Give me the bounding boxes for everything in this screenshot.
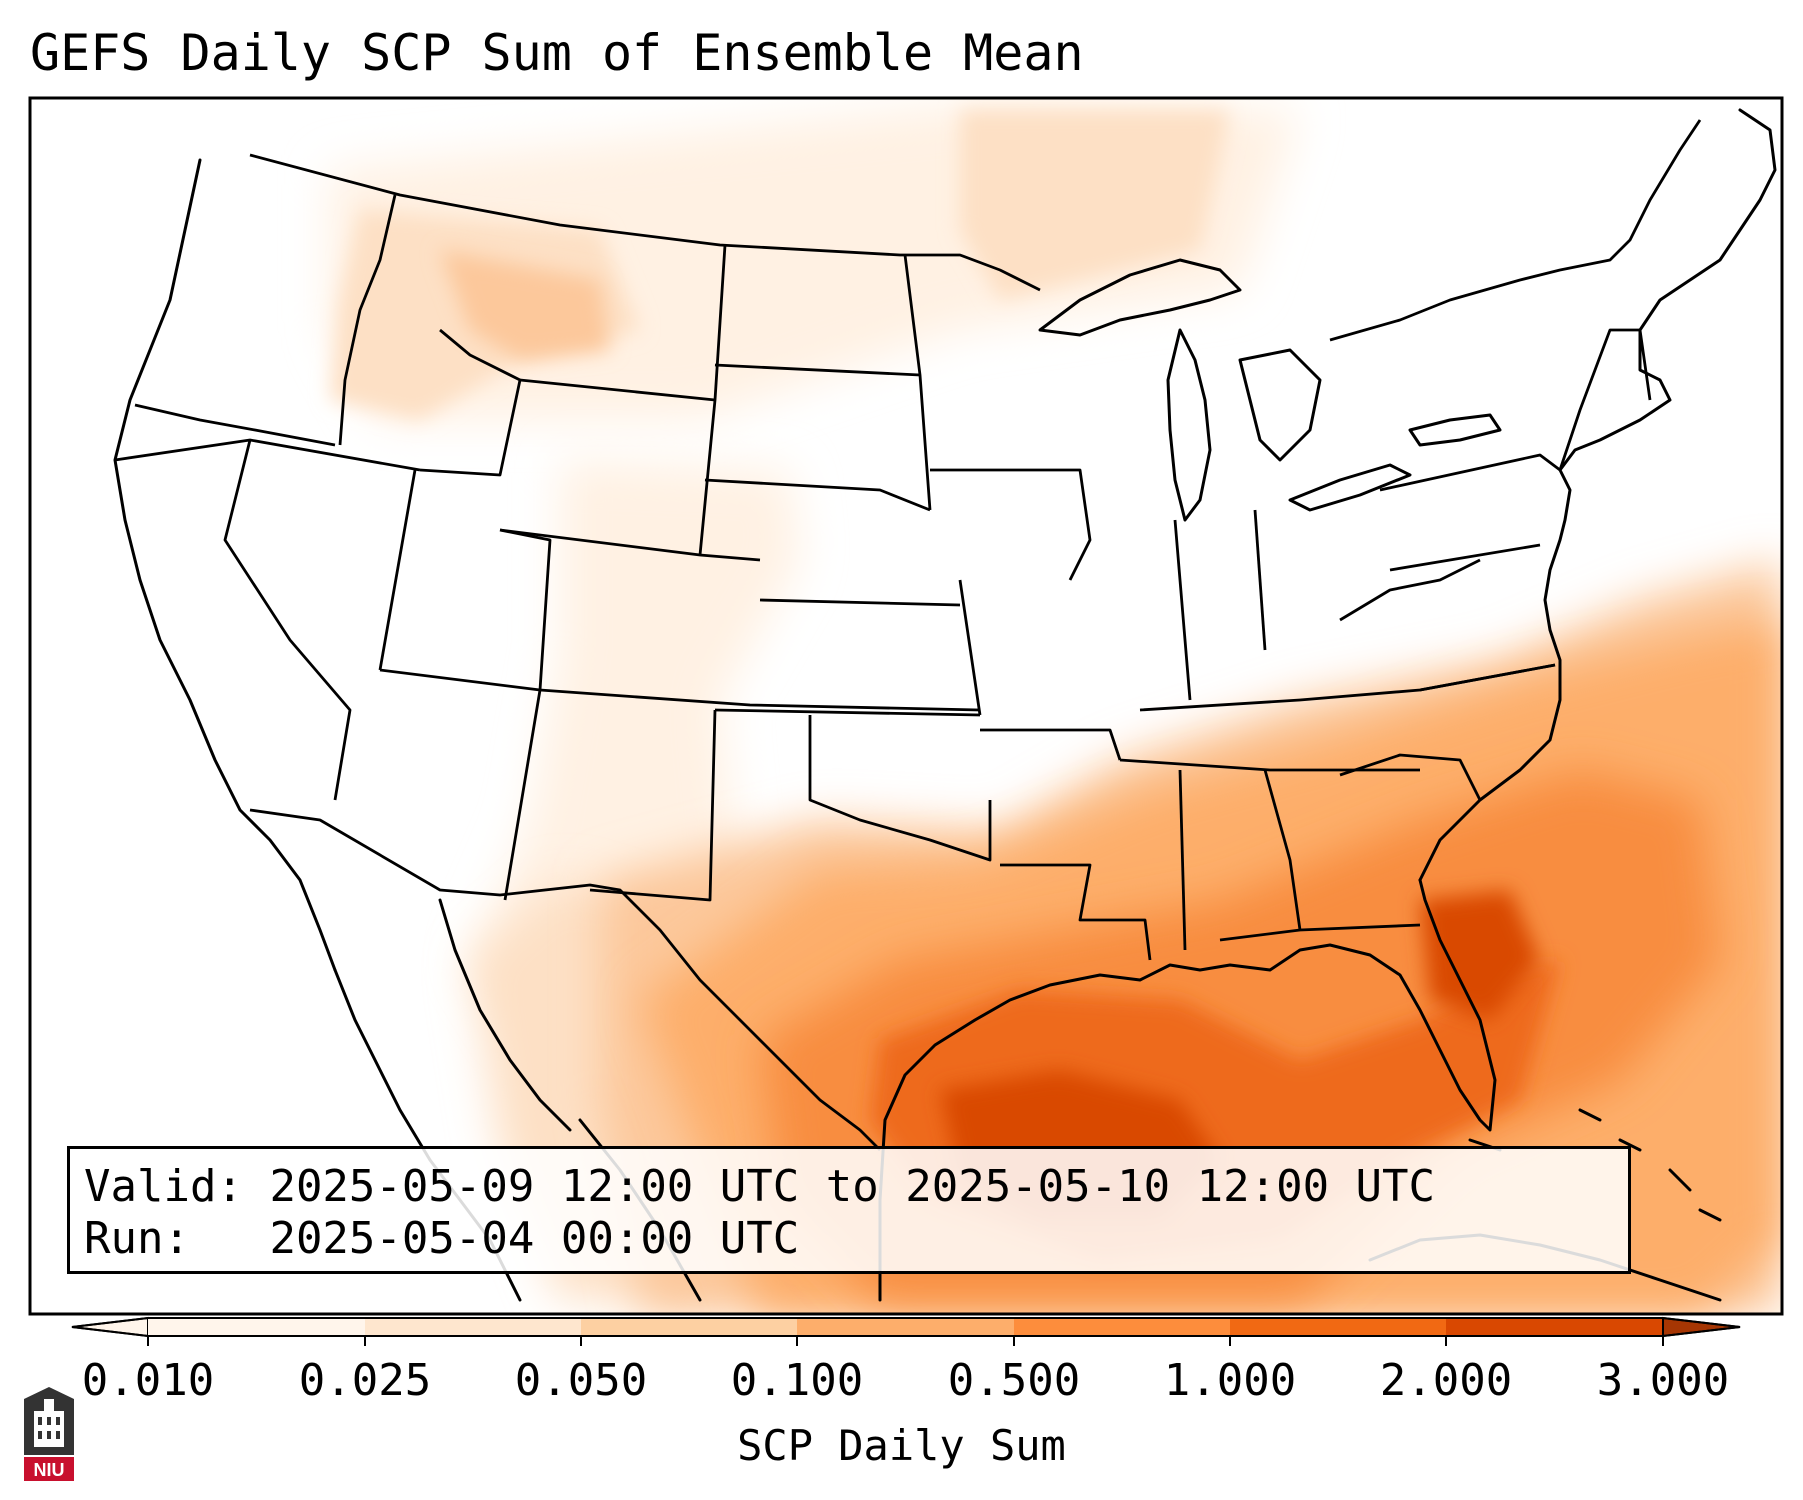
border-id-west <box>338 194 397 446</box>
us-mexico-border <box>249 808 881 1151</box>
run-value: 2025-05-04 00:00 UTC <box>269 1213 800 1264</box>
new-england-coast <box>1638 108 1777 332</box>
border-ms-al <box>1178 769 1187 951</box>
border-mo-ar <box>980 728 1122 761</box>
bahamas-islands <box>1578 1108 1722 1222</box>
border-pa-south <box>1389 543 1541 572</box>
border-wy-mt <box>519 378 716 402</box>
border-ok-tx <box>808 715 992 862</box>
border-mt-dakotas <box>698 244 727 556</box>
shade-dakotas-light <box>960 110 1230 300</box>
map-title: GEFS Daily SCP Sum of Ensemble Mean <box>30 24 1084 82</box>
border-ut-az <box>379 668 541 692</box>
lake-huron <box>1238 348 1322 462</box>
border-ny-vt-nh <box>1558 328 1652 471</box>
valid-label: Valid: <box>84 1161 243 1212</box>
colorbar <box>71 1316 1741 1346</box>
border-in-oh <box>1253 509 1267 651</box>
border-il-in <box>1173 519 1192 701</box>
border-ne-ks <box>759 598 961 607</box>
colorbar-tick-label: 0.050 <box>514 1355 648 1406</box>
border-ca-nv <box>223 439 352 801</box>
border-al-ga <box>1263 769 1302 931</box>
gulf-coastline <box>878 878 1497 1302</box>
colorbar-tick-label: 1.000 <box>1163 1355 1297 1406</box>
us-canada-border <box>249 153 1041 292</box>
colorbar-label: SCP Daily Sum <box>737 1421 1066 1470</box>
lake-erie <box>1288 463 1412 512</box>
coastlines-and-borders <box>113 108 1777 1302</box>
colorbar-seg-4 <box>1014 1318 1230 1336</box>
valid-run-info-box: Valid: 2025-05-09 12:00 UTC to 2025-05-1… <box>67 1146 1631 1274</box>
run-label: Run: <box>84 1213 190 1264</box>
border-sd-ne <box>704 478 931 512</box>
shade-montana-light-mid <box>440 250 610 360</box>
valid-line: Valid: 2025-05-09 12:00 UTC to 2025-05-1… <box>84 1161 1435 1213</box>
border-sc-nc <box>1339 753 1482 801</box>
state-borders <box>114 119 1702 1151</box>
colorbar-seg-5 <box>1230 1318 1446 1336</box>
border-pa-ny <box>1379 453 1561 492</box>
colorbar-tick-label: 0.010 <box>81 1355 215 1406</box>
colorbar-seg-2 <box>581 1318 797 1336</box>
border-va-nc <box>1419 663 1556 692</box>
gulf-of-california-coast <box>438 898 572 1132</box>
border-co-nm-ks <box>539 688 981 712</box>
us-canada-border-east <box>1329 119 1702 342</box>
map-panel <box>30 98 1782 1314</box>
border-dakotas-mn <box>903 254 932 511</box>
run-line: Run: 2025-05-04 00:00 UTC <box>84 1213 799 1265</box>
lake-superior <box>1038 258 1242 337</box>
colorbar-tick-label: 3.000 <box>1596 1355 1730 1406</box>
colorbar-extend-low <box>71 1316 149 1338</box>
border-nd-sd <box>714 363 921 377</box>
border-ks-mo <box>958 579 982 716</box>
colorbar-seg-3 <box>797 1318 1014 1336</box>
shade-georgia-darker <box>1420 890 1540 1020</box>
border-ga-fl <box>1219 923 1421 942</box>
valid-value: 2025-05-09 12:00 UTC to 2025-05-10 12:00… <box>269 1161 1436 1212</box>
colorbar-extend-high <box>1662 1316 1741 1338</box>
pacific-coastline <box>113 158 337 972</box>
border-mn-ia-wi <box>930 468 1092 581</box>
border-ks-ok <box>714 708 981 717</box>
border-ar-la <box>1000 863 1152 961</box>
border-nm-tx <box>589 709 717 902</box>
border-wv-va <box>1339 558 1481 622</box>
colorbar-tick-label: 0.100 <box>730 1355 864 1406</box>
colorbar-tick-label: 2.000 <box>1379 1355 1513 1406</box>
atlantic-coastline <box>1418 328 1672 882</box>
lake-ontario <box>1408 413 1502 447</box>
colorbar-seg-0 <box>148 1318 365 1336</box>
lake-michigan <box>1166 328 1212 522</box>
colorbar-seg-1 <box>365 1318 581 1336</box>
niu-logo-band <box>24 1457 74 1481</box>
niu-logo-text: NIU <box>34 1460 65 1480</box>
border-wa-or <box>134 403 336 447</box>
map-frame <box>28 96 1784 1316</box>
border-az-nm <box>503 689 542 901</box>
colorbar-tick-label: 0.500 <box>947 1355 1081 1406</box>
colorbar-tick-label: 0.025 <box>298 1355 432 1406</box>
border-nv-ut <box>378 469 417 671</box>
colorbar-seg-6 <box>1446 1318 1663 1336</box>
colorbar-ticks <box>147 1336 1664 1346</box>
border-tn-south <box>1119 758 1420 772</box>
niu-logo: NIU <box>24 1387 74 1481</box>
